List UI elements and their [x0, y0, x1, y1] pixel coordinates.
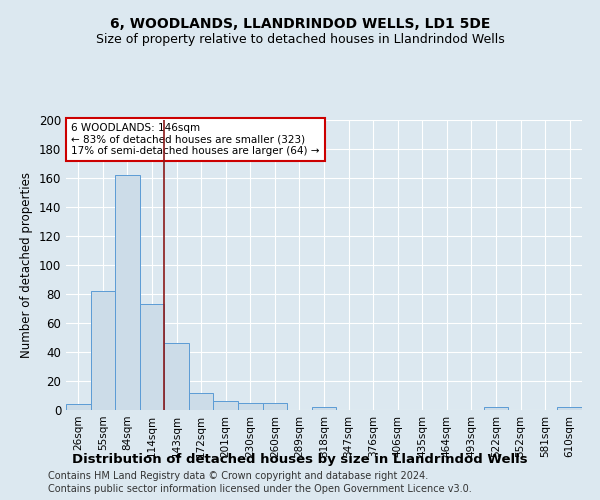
Y-axis label: Number of detached properties: Number of detached properties	[20, 172, 33, 358]
Bar	[557, 407, 582, 410]
Bar	[66, 404, 91, 410]
Bar	[115, 175, 140, 410]
Bar	[214, 402, 238, 410]
Text: Distribution of detached houses by size in Llandrindod Wells: Distribution of detached houses by size …	[72, 452, 528, 466]
Bar	[312, 407, 336, 410]
Text: Contains HM Land Registry data © Crown copyright and database right 2024.: Contains HM Land Registry data © Crown c…	[48, 471, 428, 481]
Bar	[91, 291, 115, 410]
Text: Contains public sector information licensed under the Open Government Licence v3: Contains public sector information licen…	[48, 484, 472, 494]
Bar	[263, 403, 287, 410]
Bar	[238, 403, 263, 410]
Bar	[164, 344, 189, 410]
Bar	[484, 407, 508, 410]
Text: 6 WOODLANDS: 146sqm
← 83% of detached houses are smaller (323)
17% of semi-detac: 6 WOODLANDS: 146sqm ← 83% of detached ho…	[71, 123, 320, 156]
Bar	[189, 392, 214, 410]
Text: 6, WOODLANDS, LLANDRINDOD WELLS, LD1 5DE: 6, WOODLANDS, LLANDRINDOD WELLS, LD1 5DE	[110, 18, 490, 32]
Text: Size of property relative to detached houses in Llandrindod Wells: Size of property relative to detached ho…	[95, 32, 505, 46]
Bar	[140, 304, 164, 410]
